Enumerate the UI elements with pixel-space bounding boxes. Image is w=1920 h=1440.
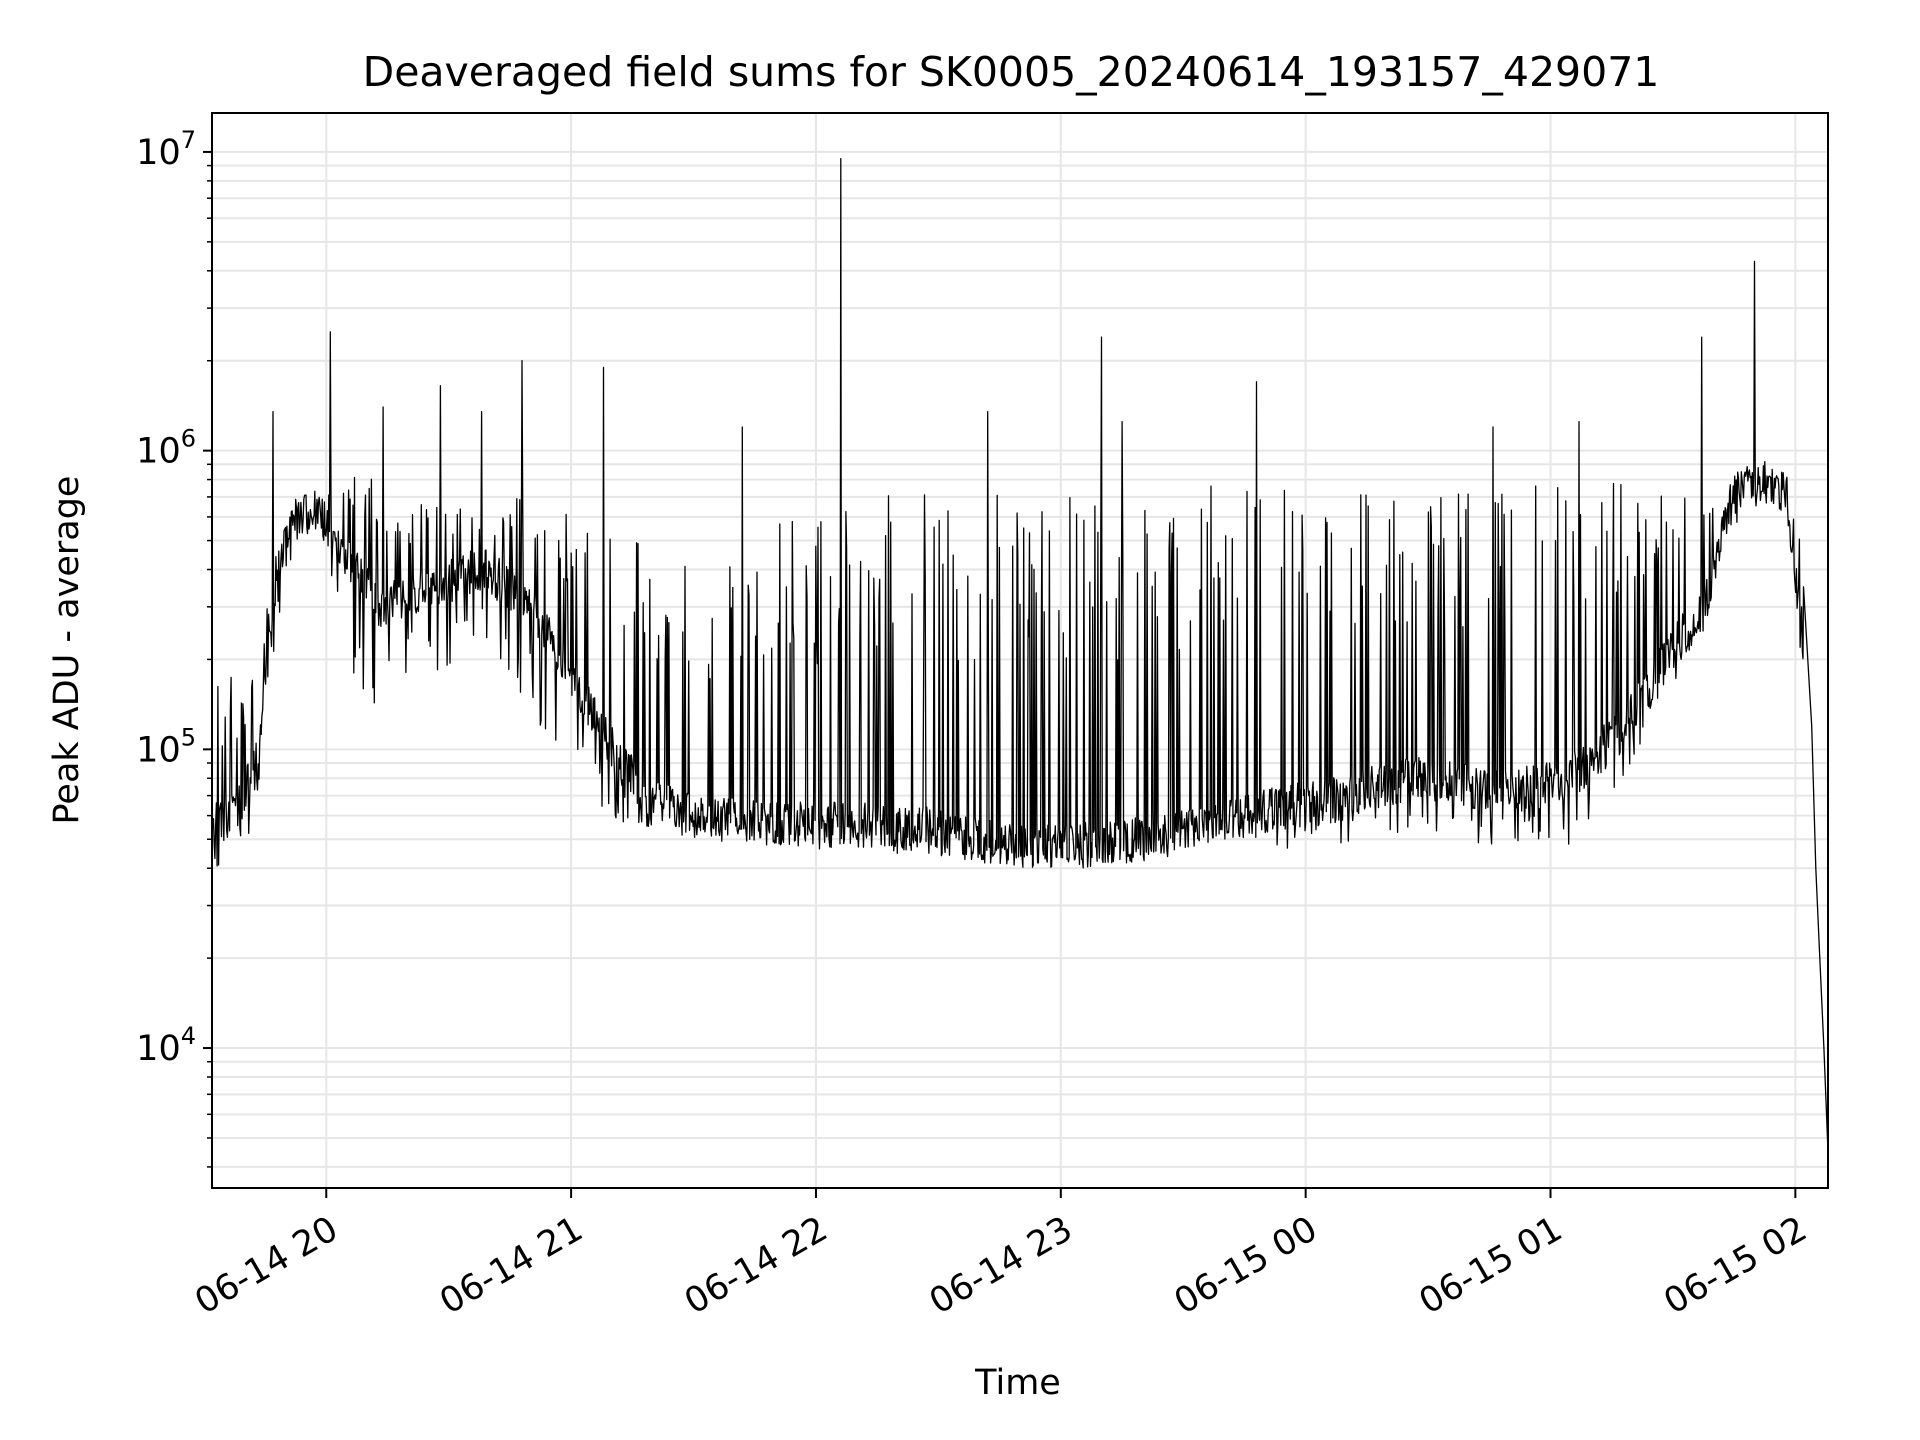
y-tick-base: 10: [136, 1029, 181, 1069]
data-series: [211, 157, 1829, 1152]
y-tick-label: 107: [136, 126, 196, 173]
y-tick-base: 10: [136, 432, 181, 472]
y-tick-exponent: 5: [181, 723, 196, 751]
y-tick-label: 106: [136, 425, 196, 472]
x-axis-label: Time: [974, 1363, 1061, 1403]
y-tick-exponent: 6: [181, 425, 196, 453]
chart-title: Deaveraged field sums for SK0005_2024061…: [363, 48, 1660, 96]
y-tick-exponent: 4: [181, 1022, 196, 1050]
y-tick-base: 10: [136, 133, 181, 173]
y-tick-exponent: 7: [181, 126, 196, 154]
y-tick-label: 105: [136, 723, 196, 770]
y-tick-base: 10: [136, 730, 181, 770]
plot-area: [211, 112, 1829, 1189]
y-tick-label: 104: [136, 1022, 196, 1069]
y-axis-label: Peak ADU - average: [47, 476, 87, 825]
series-line: [211, 157, 1829, 1152]
grid-lines: [212, 113, 1828, 1188]
